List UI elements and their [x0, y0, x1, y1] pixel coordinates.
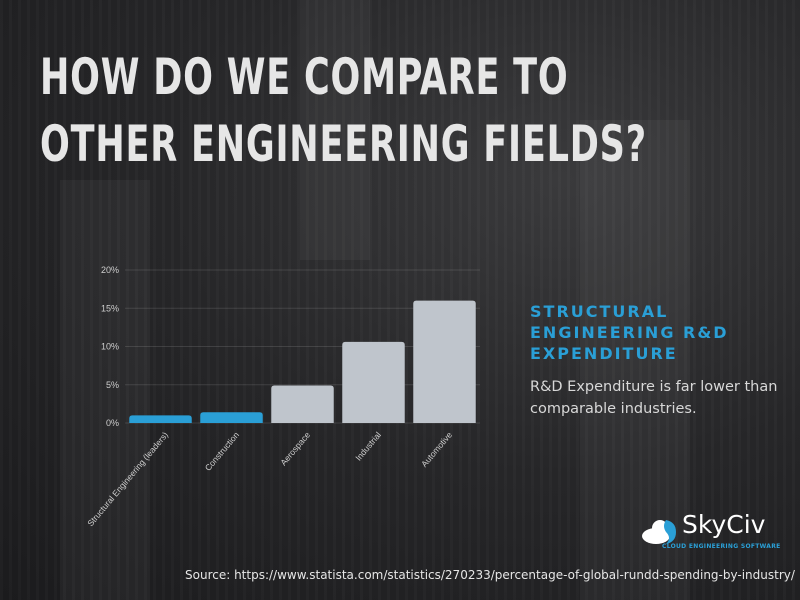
page-title: HOW DO WE COMPARE TO OTHER ENGINEERING F… [40, 44, 647, 178]
bar [413, 300, 476, 423]
logo-tagline: CLOUD ENGINEERING SOFTWARE [662, 543, 781, 550]
x-tick-label: Construction [203, 430, 242, 473]
y-tick-label: 0% [106, 418, 119, 428]
bar [200, 412, 263, 423]
cloud-logo-icon [642, 520, 676, 544]
y-tick-label: 5% [106, 380, 119, 390]
bar [129, 415, 192, 423]
source-citation: Source: https://www.statista.com/statist… [185, 568, 795, 582]
logo-name: SkyCiv [682, 510, 766, 539]
x-tick-label: Industrial [353, 430, 383, 463]
y-tick-label: 20% [101, 265, 119, 275]
side-description: R&D Expenditure is far lower than compar… [530, 379, 778, 417]
x-tick-label: Aerospace [278, 430, 312, 468]
background-building [580, 120, 690, 600]
x-tick-label: Automotive [419, 430, 454, 469]
bar [342, 341, 405, 423]
bar [271, 385, 334, 423]
title-line: HOW DO WE COMPARE TO [40, 48, 569, 106]
skyciv-logo: SkyCiv CLOUD ENGINEERING SOFTWARE [640, 510, 790, 554]
background-building [60, 180, 150, 600]
side-heading: STRUCTURAL ENGINEERING R&D EXPENDITURE [530, 302, 729, 363]
title-line: OTHER ENGINEERING FIELDS? [40, 115, 647, 173]
y-tick-label: 15% [101, 303, 119, 313]
y-tick-label: 10% [101, 342, 119, 352]
background-building [300, 0, 370, 260]
x-tick-label: Structural Engineering (leaders) [85, 430, 170, 528]
